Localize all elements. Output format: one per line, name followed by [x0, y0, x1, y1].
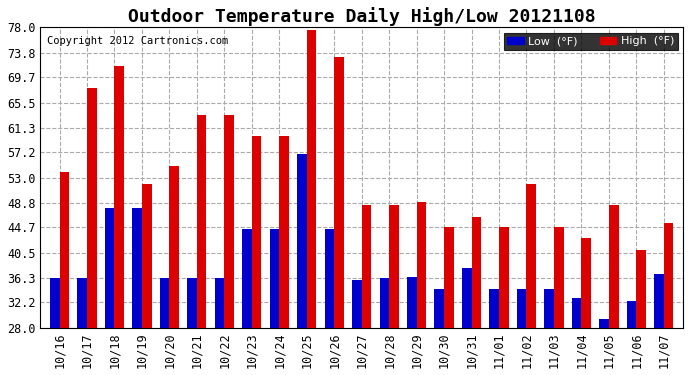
- Bar: [526, 183, 536, 328]
- Bar: [215, 278, 224, 328]
- Bar: [489, 288, 499, 328]
- Bar: [609, 204, 618, 328]
- Bar: [417, 201, 426, 328]
- Bar: [554, 227, 564, 328]
- Bar: [160, 278, 170, 328]
- Bar: [270, 228, 279, 328]
- Bar: [279, 135, 289, 328]
- Bar: [499, 227, 509, 328]
- Bar: [187, 278, 197, 328]
- Bar: [352, 279, 362, 328]
- Bar: [380, 278, 389, 328]
- Bar: [105, 207, 115, 328]
- Bar: [389, 204, 399, 328]
- Bar: [407, 276, 417, 328]
- Bar: [197, 114, 206, 328]
- Bar: [435, 288, 444, 328]
- Bar: [115, 66, 124, 328]
- Bar: [471, 216, 481, 328]
- Title: Outdoor Temperature Daily High/Low 20121108: Outdoor Temperature Daily High/Low 20121…: [128, 7, 595, 26]
- Bar: [654, 273, 664, 328]
- Bar: [572, 297, 582, 328]
- Bar: [59, 171, 69, 328]
- Bar: [627, 300, 636, 328]
- Bar: [77, 278, 87, 328]
- Text: Copyright 2012 Cartronics.com: Copyright 2012 Cartronics.com: [47, 36, 228, 46]
- Bar: [664, 222, 673, 328]
- Legend: Low  (°F), High  (°F): Low (°F), High (°F): [504, 33, 678, 50]
- Bar: [50, 278, 59, 328]
- Bar: [170, 165, 179, 328]
- Bar: [142, 183, 152, 328]
- Bar: [307, 30, 316, 328]
- Bar: [362, 204, 371, 328]
- Bar: [334, 57, 344, 328]
- Bar: [582, 237, 591, 328]
- Bar: [600, 319, 609, 328]
- Bar: [132, 207, 142, 328]
- Bar: [324, 228, 334, 328]
- Bar: [252, 135, 262, 328]
- Bar: [462, 267, 471, 328]
- Bar: [544, 288, 554, 328]
- Bar: [636, 249, 646, 328]
- Bar: [444, 227, 454, 328]
- Bar: [297, 153, 307, 328]
- Bar: [87, 87, 97, 328]
- Bar: [242, 228, 252, 328]
- Bar: [224, 114, 234, 328]
- Bar: [517, 288, 526, 328]
